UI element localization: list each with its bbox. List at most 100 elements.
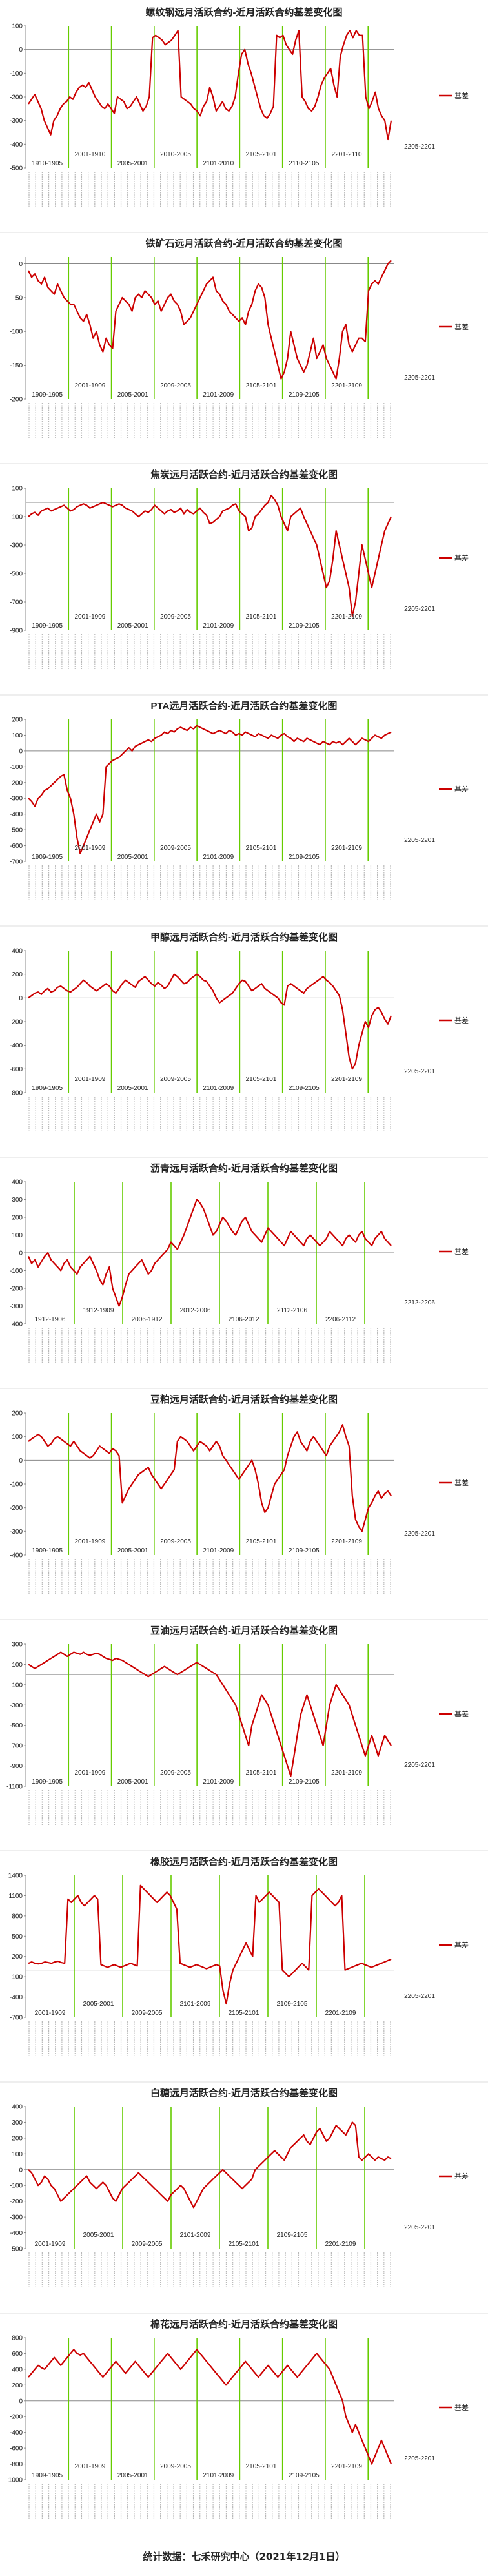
y-tick-label: 0 xyxy=(19,748,23,755)
y-tick-label: -700 xyxy=(10,2015,23,2022)
y-tick-label: -500 xyxy=(10,571,23,578)
y-tick-label: 400 xyxy=(12,2104,23,2111)
y-tick-label: -500 xyxy=(10,165,23,172)
period-label: 2110-2105 xyxy=(289,160,320,167)
chart-panel-1: 螺纹钢远月活跃合约-近月活跃合约基差变化图 100 0 -100 -200 -300 -40… xyxy=(10,6,469,207)
y-tick-label: -200 xyxy=(10,1286,23,1293)
y-tick-label: -600 xyxy=(10,1066,23,1073)
period-label: 2205-2201 xyxy=(404,1068,435,1075)
chart-panel-5: 甲醇远月活跃合约-近月活跃合约基差变化图 400 200 0 -200 -400 -600 -… xyxy=(0,925,488,1131)
basis-series-line xyxy=(28,494,392,617)
y-tick-label: -700 xyxy=(10,859,23,866)
period-label: 2001-1909 xyxy=(75,1769,106,1777)
y-tick-label: 200 xyxy=(12,1410,23,1417)
chart-title: PTA远月活跃合约-近月活跃合约基差变化图 xyxy=(151,700,338,712)
period-label: 2101-2009 xyxy=(203,854,234,861)
period-label: 2109-2105 xyxy=(289,1547,320,1554)
period-label: 2101-2009 xyxy=(180,2001,211,2008)
y-tick-label: -100 xyxy=(10,1481,23,1489)
y-tick-label: -200 xyxy=(10,94,23,101)
period-label: 1910-1905 xyxy=(32,160,63,167)
period-label: 2009-2005 xyxy=(160,382,191,389)
period-label: 2006-1912 xyxy=(132,1316,163,1323)
period-label: 2105-2101 xyxy=(246,613,277,621)
period-label: 2201-2109 xyxy=(331,845,362,852)
period-label: 2009-2005 xyxy=(160,613,191,621)
y-tick-label: -500 xyxy=(10,2246,23,2253)
y-tick-label: 200 xyxy=(12,2382,23,2389)
y-tick-label: -800 xyxy=(10,2461,23,2468)
period-label: 2105-2101 xyxy=(229,2010,259,2017)
y-tick-label: -300 xyxy=(10,1303,23,1310)
y-tick-label: -200 xyxy=(10,1505,23,1512)
period-label: 1909-1905 xyxy=(32,391,63,398)
y-tick-label: -400 xyxy=(10,2230,23,2237)
legend-label: 基差 xyxy=(454,1709,469,1718)
y-tick-label: 0 xyxy=(19,1250,23,1257)
y-tick-label: 800 xyxy=(12,1913,23,1920)
period-label: 2109-2105 xyxy=(289,623,320,630)
period-label: 2005-2001 xyxy=(117,391,148,398)
period-label: 2205-2201 xyxy=(404,606,435,613)
y-tick-label: 1400 xyxy=(8,1873,23,1880)
y-tick-label: -900 xyxy=(10,1763,23,1770)
basis-series-line xyxy=(28,260,392,380)
footer-source-note: 统计数据：七禾研究中心（2021年12月1日） xyxy=(143,2551,345,2562)
period-label: 2009-2005 xyxy=(132,2010,163,2017)
y-tick-label: 200 xyxy=(12,1215,23,1222)
period-label: 2205-2201 xyxy=(404,375,435,382)
y-tick-label: -400 xyxy=(10,1321,23,1328)
period-label: 2009-2005 xyxy=(160,2463,191,2470)
period-label: 2206-2112 xyxy=(325,1316,356,1323)
period-label: 2105-2101 xyxy=(246,1769,277,1777)
chart-title: 甲醇远月活跃合约-近月活跃合约基差变化图 xyxy=(150,931,338,943)
basis-series-line xyxy=(28,725,392,854)
y-tick-label: 100 xyxy=(12,732,23,739)
legend-label: 基差 xyxy=(454,1941,469,1950)
period-label: 2005-2001 xyxy=(117,160,148,167)
chart-title: 橡胶远月活跃合约-近月活跃合约基差变化图 xyxy=(150,1856,338,1868)
period-label: 2005-2001 xyxy=(117,623,148,630)
y-tick-label: -100 xyxy=(10,764,23,771)
chart-title: 白糖远月活跃合约-近月活跃合约基差变化图 xyxy=(150,2087,338,2099)
y-tick-label: -400 xyxy=(10,1552,23,1560)
basis-series-line xyxy=(28,1884,392,2005)
y-tick-label: 200 xyxy=(12,717,23,724)
chart-panel-3: 焦炭远月活跃合约-近月活跃合约基差变化图 100 -100 -300 -500 -700 -… xyxy=(0,463,488,669)
y-tick-label: -300 xyxy=(10,542,23,550)
period-label: 2201-2109 xyxy=(331,613,362,621)
period-label: 2105-2101 xyxy=(246,845,277,852)
period-label: 1909-1905 xyxy=(32,854,63,861)
y-tick-label: -400 xyxy=(10,811,23,818)
y-tick-label: 100 xyxy=(12,486,23,493)
period-label: 2201-2109 xyxy=(325,2010,356,2017)
period-label: 2001-1909 xyxy=(75,1538,106,1545)
period-label: 2005-2001 xyxy=(117,1085,148,1092)
period-label: 2001-1910 xyxy=(75,151,106,158)
period-label: 2101-2009 xyxy=(203,391,234,398)
period-label: 1912-1909 xyxy=(83,1307,114,1314)
period-label: 2105-2101 xyxy=(246,151,277,158)
chart-title: 棉花远月活跃合约-近月活跃合约基差变化图 xyxy=(150,2318,338,2330)
y-tick-label: -300 xyxy=(10,796,23,803)
legend-label: 基差 xyxy=(454,322,469,331)
period-label: 2001-1909 xyxy=(75,845,106,852)
chart-panel-11: 棉花远月活跃合约-近月活跃合约基差变化图 800 600 400 200 0 -200 -40… xyxy=(0,2313,488,2519)
period-label: 2105-2101 xyxy=(246,382,277,389)
legend-label: 基差 xyxy=(454,1016,469,1025)
period-label: 2212-2206 xyxy=(404,1299,435,1306)
y-tick-label: -100 xyxy=(10,329,23,336)
y-tick-label: 100 xyxy=(12,1662,23,1669)
y-tick-label: 600 xyxy=(12,2351,23,2358)
y-tick-label: 100 xyxy=(12,2151,23,2158)
legend-label: 基差 xyxy=(454,785,469,794)
period-label: 1909-1905 xyxy=(32,1547,63,1554)
y-tick-label: -1100 xyxy=(6,1784,23,1791)
y-tick-label: -100 xyxy=(10,70,23,77)
y-tick-label: -200 xyxy=(10,779,23,787)
y-tick-label: 100 xyxy=(12,1434,23,1441)
period-label: 2109-2105 xyxy=(277,2232,308,2239)
chart-title: 焦炭远月活跃合约-近月活跃合约基差变化图 xyxy=(150,469,338,480)
period-label: 2012-2006 xyxy=(180,1307,211,1314)
y-tick-label: -300 xyxy=(10,1529,23,1536)
